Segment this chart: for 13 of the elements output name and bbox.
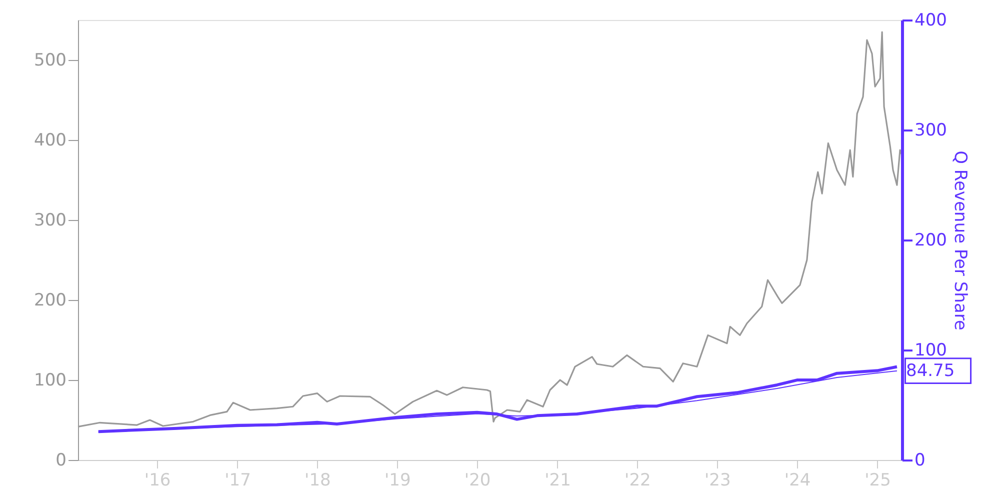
y-tick-label: 500	[34, 50, 66, 70]
y2-tick-label: 200	[914, 230, 947, 250]
y2-tick-label: 100	[914, 340, 947, 360]
y2-axis-title: Q Revenue Per Share	[950, 150, 970, 330]
y-tick-label: 300	[34, 210, 66, 230]
y-tick-label: 0	[56, 450, 66, 470]
y2-tick-label: 400	[914, 10, 947, 30]
y-tick-label: 100	[34, 370, 66, 390]
text: 84.75	[906, 360, 955, 381]
y2-tick-label: 300	[914, 120, 947, 140]
y2-tick-label: 0	[914, 450, 926, 470]
y-tick-label: 200	[34, 290, 66, 310]
y-tick-label: 400	[34, 130, 66, 150]
